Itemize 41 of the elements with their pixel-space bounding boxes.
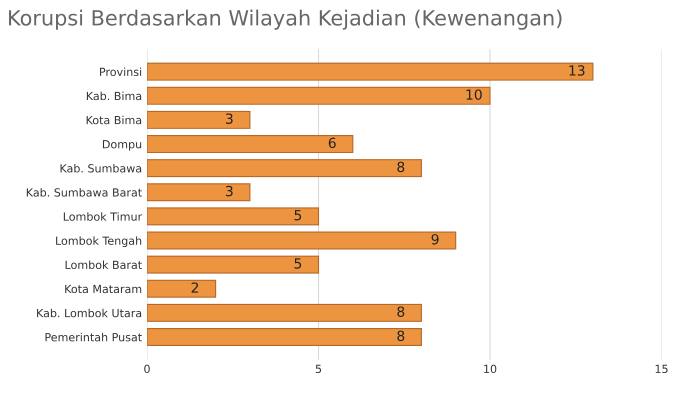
bar	[147, 135, 354, 154]
chart-title: Korupsi Berdasarkan Wilayah Kejadian (Kewenangan)	[9, 10, 562, 30]
y-tick-label: Kab. Bima	[86, 92, 142, 100]
data-label: 8	[397, 306, 404, 317]
bar	[147, 304, 422, 322]
bar	[147, 232, 456, 250]
y-tick-label: Lombok Barat	[66, 260, 142, 270]
bar	[147, 86, 491, 105]
bar	[147, 159, 422, 178]
y-tick-label: Dompu	[102, 140, 142, 151]
data-label: 13	[569, 65, 584, 76]
data-label: 6	[328, 138, 336, 148]
bar	[147, 328, 422, 346]
bar	[147, 280, 216, 298]
x-tick-label: 15	[656, 364, 668, 374]
x-tick-label: 0	[144, 364, 150, 374]
y-tick-label: Provinsi	[100, 67, 142, 76]
y-tick-label: Kota Mataram	[65, 284, 142, 294]
data-label: 3	[226, 186, 233, 196]
data-label: 8	[397, 330, 404, 342]
y-tick-label: Pemerintah Pusat	[46, 332, 142, 342]
bar	[147, 110, 250, 129]
y-tick-label: Lombok Timur	[64, 212, 142, 221]
y-tick-label: Kab. Sumbawa Barat	[26, 188, 142, 197]
data-label: 8	[397, 162, 404, 172]
data-label: 5	[294, 258, 302, 269]
data-label: 2	[192, 282, 198, 293]
data-label: 3	[226, 113, 233, 124]
data-label: 10	[466, 89, 482, 100]
bar	[147, 62, 594, 81]
bar	[147, 207, 320, 226]
x-tick-label: 5	[316, 364, 322, 374]
y-tick-label: Kota Bima	[86, 116, 142, 124]
bar	[147, 183, 250, 202]
y-tick-label: Lombok Tengah	[56, 236, 142, 248]
data-label: 5	[294, 210, 302, 220]
data-label: 9	[432, 234, 439, 245]
y-tick-label: Kab. Sumbawa	[60, 164, 142, 173]
bar	[147, 256, 320, 274]
x-tick-label: 10	[484, 364, 496, 374]
y-tick-label: Kab. Lombok Utara	[37, 308, 142, 318]
